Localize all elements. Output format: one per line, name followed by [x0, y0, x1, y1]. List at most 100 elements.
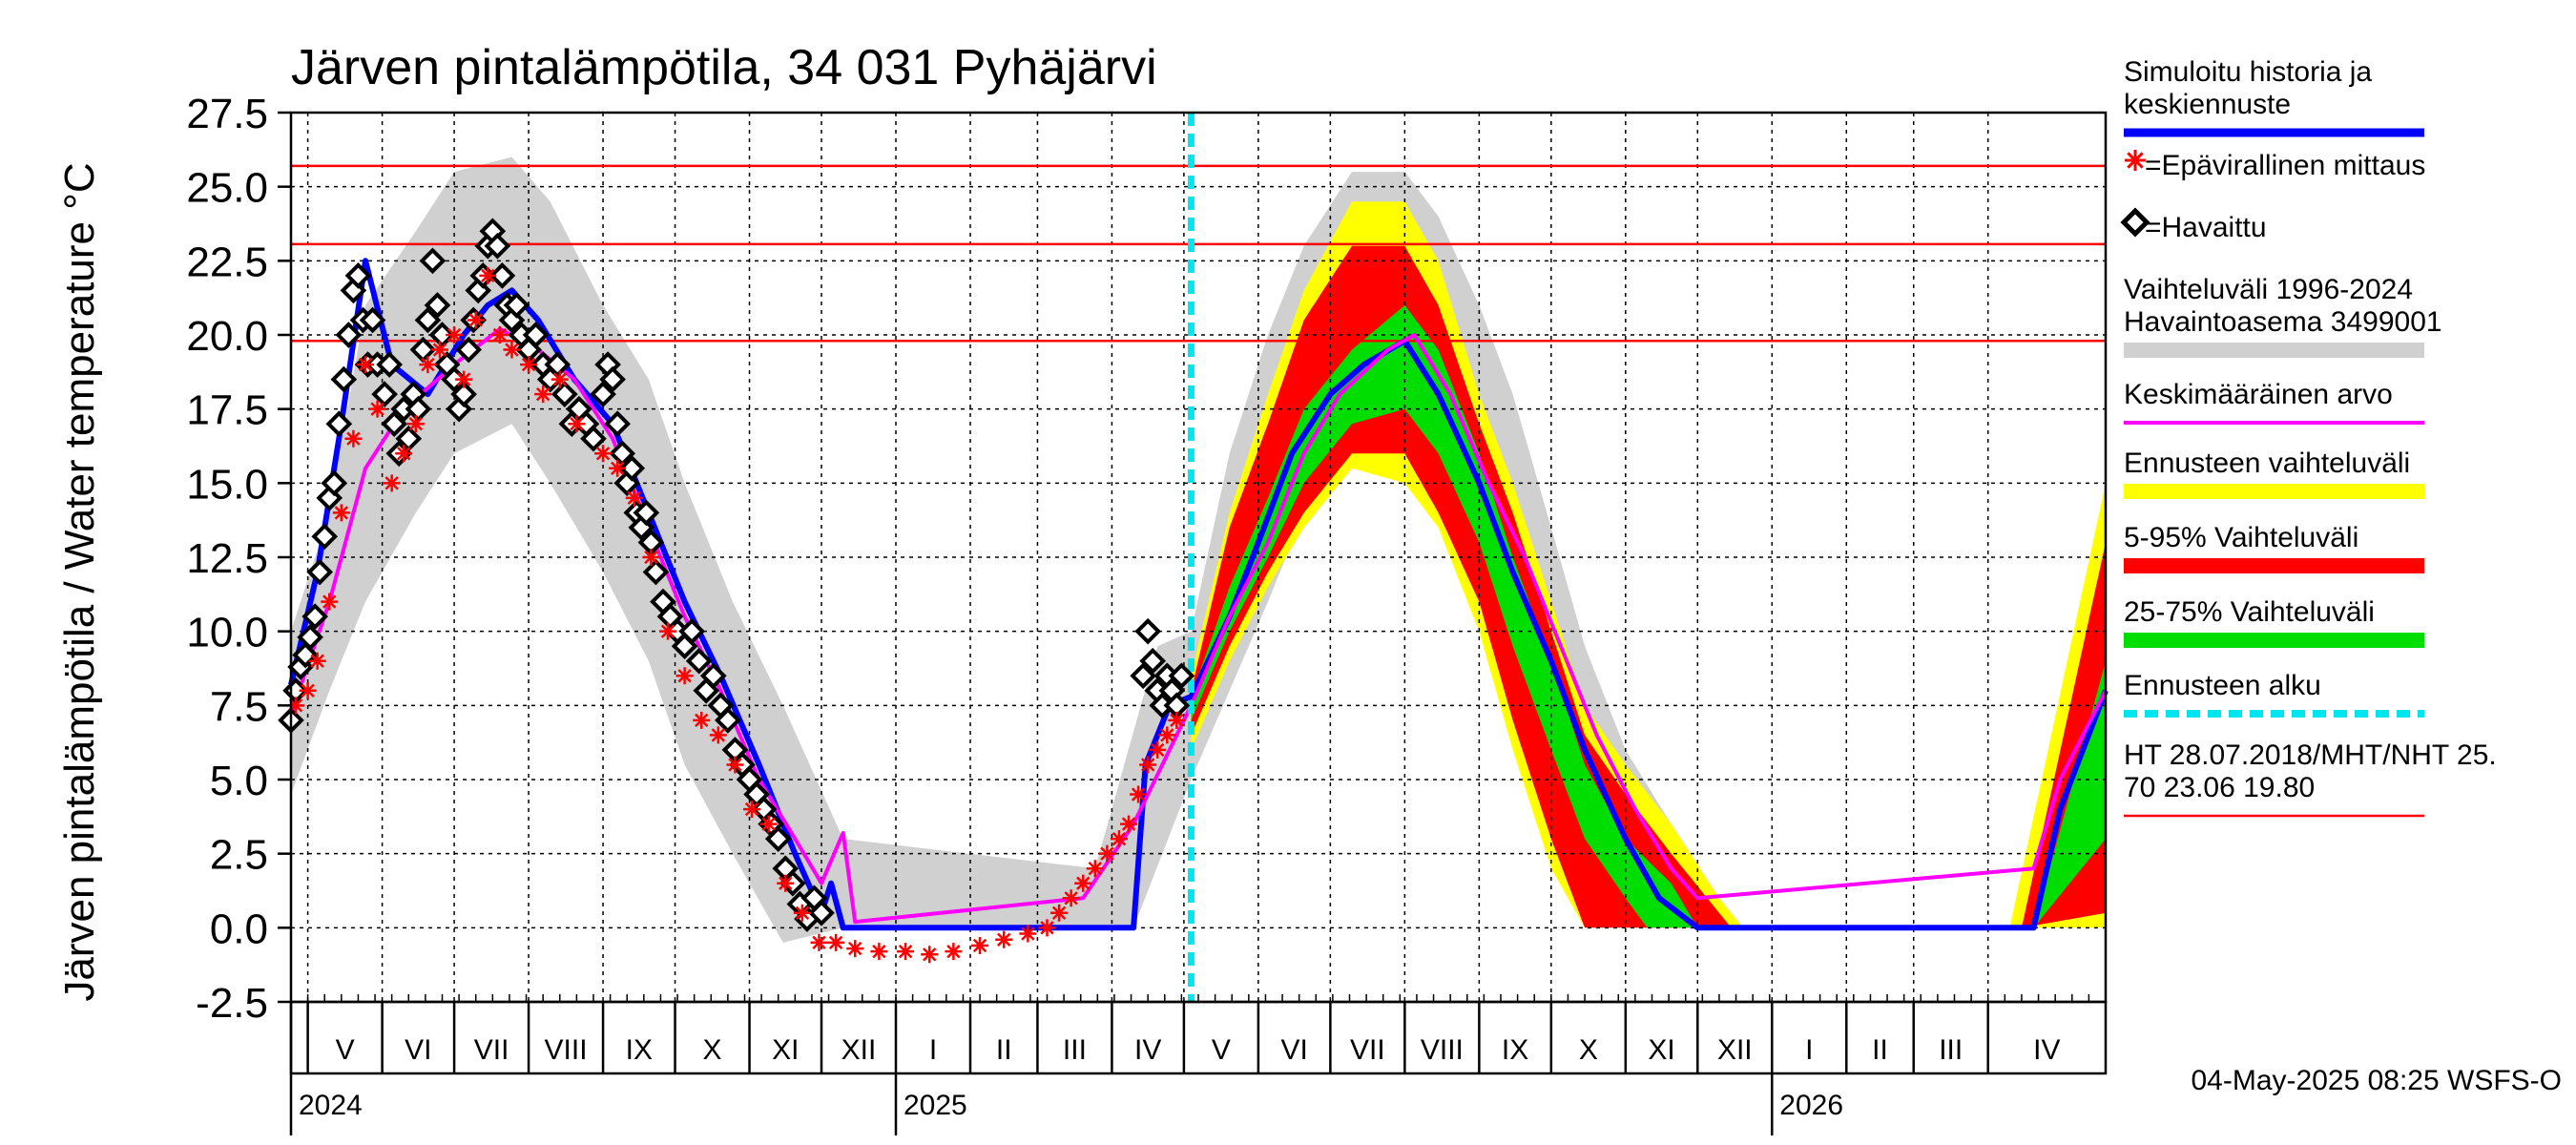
unofficial-marker	[625, 489, 643, 507]
observed-marker	[678, 617, 705, 645]
legend-label: Havaintoasema 3499001	[2124, 306, 2442, 338]
unofficial-marker	[368, 400, 386, 418]
observed-marker	[330, 365, 358, 393]
legend-label: HT 28.07.2018/MHT/NHT 25.	[2124, 739, 2497, 771]
y-tick-label: 20.0	[186, 313, 268, 360]
observed-marker	[613, 469, 641, 497]
unofficial-marker	[945, 943, 963, 961]
unofficial-marker	[503, 341, 521, 359]
observed-marker	[376, 351, 403, 378]
year-label: 2024	[299, 1090, 363, 1121]
unofficial-marker	[1086, 860, 1104, 878]
observed-marker	[544, 351, 571, 378]
observed-marker	[311, 523, 339, 551]
observed-marker	[371, 381, 398, 407]
y-tick-label: -2.5	[196, 980, 268, 1027]
observed-marker	[1134, 617, 1161, 645]
legend-label: Ennusteen alku	[2124, 670, 2321, 701]
unofficial-marker	[383, 474, 401, 492]
unofficial-marker	[743, 801, 761, 819]
month-label: III	[1063, 1034, 1087, 1066]
x-tick-labels: V VI VII VIII IX X XI XII I II III IV V VI VII VIII IX X X…	[299, 1034, 2061, 1121]
unofficial-marker	[299, 681, 317, 699]
month-label: XI	[772, 1034, 799, 1066]
observed-marker	[503, 292, 530, 319]
unofficial-marker	[759, 815, 778, 833]
unofficial-marker	[846, 940, 864, 958]
unofficial-marker	[897, 943, 915, 961]
asterisk-icon	[2125, 150, 2146, 171]
unofficial-marker	[520, 356, 538, 374]
month-label: VII	[474, 1034, 509, 1066]
observed-marker	[1168, 662, 1195, 690]
y-axis-label: Järven pintalämpötila / Water temperatur…	[56, 162, 103, 1001]
unofficial-marker	[1110, 830, 1128, 848]
unofficial-marker	[1098, 844, 1116, 863]
unofficial-marker	[446, 326, 464, 344]
legend-label: 70 23.06 19.80	[2124, 772, 2315, 803]
month-label: V	[336, 1034, 355, 1066]
month-label: II	[1872, 1034, 1888, 1066]
month-label: VI	[405, 1034, 431, 1066]
unofficial-marker	[1139, 756, 1157, 774]
observed-marker	[484, 232, 511, 260]
unofficial-marker	[726, 756, 744, 774]
legend-label: keskiennuste	[2124, 89, 2291, 120]
month-label: IV	[2033, 1034, 2060, 1066]
observed-marker	[359, 306, 386, 334]
unofficial-marker	[675, 667, 694, 685]
observed-marker	[297, 624, 323, 651]
unofficial-marker	[332, 504, 350, 522]
legend-item-unofficial: =Epävirallinen mittaus	[2125, 150, 2425, 181]
y-tick-label: 0.0	[210, 906, 268, 952]
observed-marker	[618, 454, 646, 482]
observed-marker	[590, 381, 616, 407]
month-label: X	[1579, 1034, 1598, 1066]
month-label: XI	[1648, 1034, 1674, 1066]
band-0	[291, 156, 2106, 943]
unofficial-marker	[1168, 711, 1186, 729]
legend-label: 5-95% Vaihteluväli	[2124, 522, 2358, 553]
unofficial-marker	[793, 904, 811, 922]
unofficial-marker	[1019, 925, 1037, 943]
month-label: III	[1939, 1034, 1963, 1066]
legend-item-range_hist: Vaihteluväli 1996-2024 Havaintoasema 349…	[2124, 274, 2442, 358]
unofficial-marker	[709, 726, 727, 744]
y-tick-label: 15.0	[186, 461, 268, 508]
observation-markers	[278, 218, 1195, 964]
y-tick-label: 17.5	[186, 387, 268, 434]
observed-marker	[685, 647, 713, 675]
unofficial-marker	[642, 549, 660, 566]
legend-label: Vaihteluväli 1996-2024	[2124, 274, 2413, 305]
reference-lines	[291, 164, 2106, 343]
y-tick-label: 2.5	[210, 832, 268, 879]
observed-marker	[488, 262, 516, 289]
observed-marker	[419, 247, 447, 275]
observed-marker	[699, 662, 727, 690]
observed-marker	[808, 899, 835, 926]
y-tick-label: 22.5	[186, 239, 268, 285]
range-bands	[291, 156, 2106, 943]
legend-swatch	[2124, 484, 2424, 499]
legend-item-p25_75: 25-75% Vaihteluväli	[2124, 596, 2424, 648]
legend-swatch	[2124, 633, 2424, 648]
month-label: XII	[841, 1034, 877, 1066]
y-tick-label: 12.5	[186, 535, 268, 582]
observed-marker	[1139, 647, 1167, 675]
legend-label: =Havaittu	[2145, 212, 2267, 243]
month-label: II	[996, 1034, 1012, 1066]
grid-lines	[291, 112, 2106, 1003]
legend-label: 25-75% Vaihteluväli	[2124, 596, 2375, 628]
month-label: VIII	[1421, 1034, 1464, 1066]
observed-marker	[414, 306, 442, 334]
observed-marker	[321, 469, 348, 497]
legend-item-observed: =Havaittu	[2120, 207, 2267, 243]
observed-marker	[1130, 662, 1156, 690]
observed-marker	[551, 381, 578, 407]
month-label: IV	[1134, 1034, 1161, 1066]
observed-marker	[340, 277, 367, 304]
observed-marker	[764, 825, 792, 852]
legend-item-fc_range: Ennusteen vaihteluväli	[2124, 448, 2424, 499]
